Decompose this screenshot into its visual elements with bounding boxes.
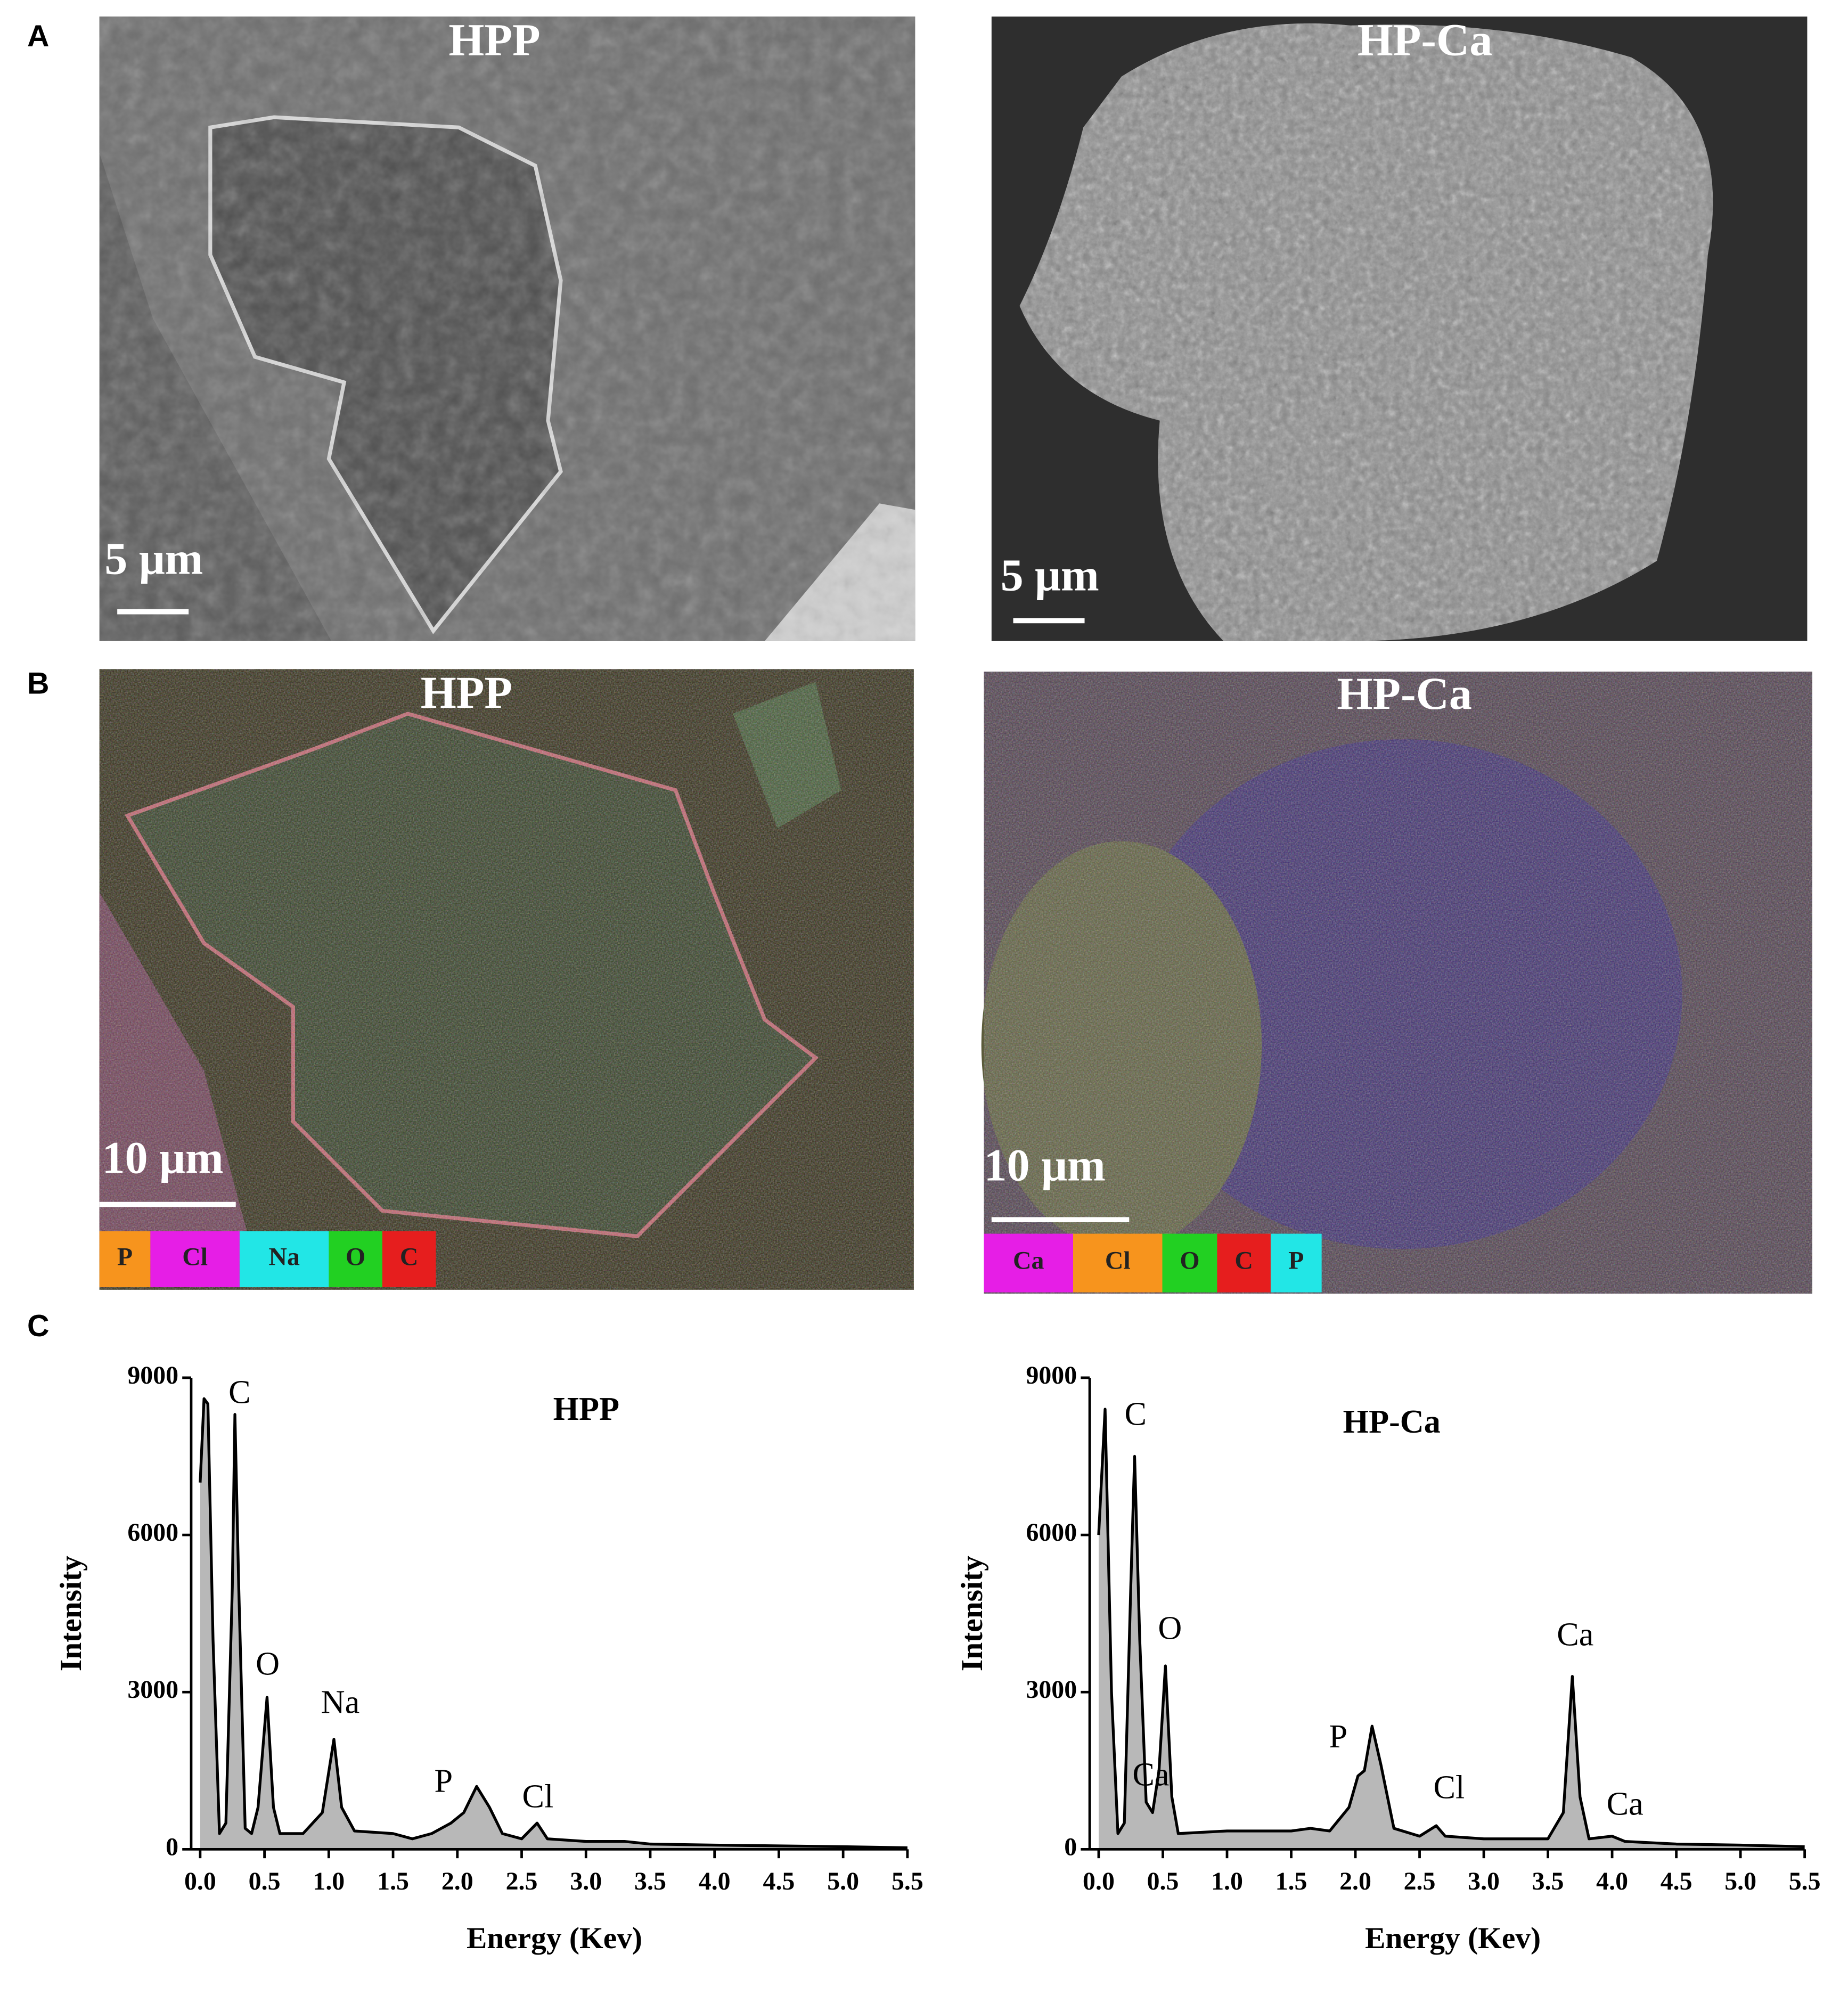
chart-title: HP-Ca xyxy=(1343,1404,1441,1440)
legend-swatch xyxy=(1217,1233,1271,1293)
peak-label: Na xyxy=(321,1684,360,1720)
x-tick-label: 1.5 xyxy=(1275,1867,1307,1895)
legend-label: O xyxy=(346,1242,365,1271)
legend-label: Cl xyxy=(182,1242,208,1271)
legend-swatch xyxy=(1162,1233,1217,1293)
peak-label: Ca xyxy=(1607,1786,1643,1822)
scale-bar-label: 5 μm xyxy=(104,533,203,584)
y-tick-label: 9000 xyxy=(127,1361,178,1389)
image-title: HP-Ca xyxy=(1358,14,1493,66)
x-tick-label: 2.0 xyxy=(441,1867,473,1895)
x-tick-label: 0.0 xyxy=(184,1867,216,1895)
panel-label: B xyxy=(27,667,49,701)
x-tick-label: 1.0 xyxy=(313,1867,345,1895)
y-tick-label: 3000 xyxy=(127,1675,178,1704)
x-tick-label: 3.5 xyxy=(634,1867,666,1895)
legend-swatch xyxy=(150,1231,240,1288)
x-tick-label: 2.5 xyxy=(506,1867,538,1895)
peak-label: Ca xyxy=(1132,1757,1169,1793)
panel-label: A xyxy=(27,19,49,53)
legend-label: P xyxy=(117,1242,133,1271)
y-tick-label: 6000 xyxy=(1026,1518,1077,1547)
y-axis-label: Intensity xyxy=(955,1556,989,1671)
panel-label: C xyxy=(27,1309,49,1343)
x-tick-label: 2.0 xyxy=(1339,1867,1371,1895)
x-tick-label: 5.0 xyxy=(827,1867,859,1895)
legend-label: C xyxy=(1234,1247,1253,1275)
x-tick-label: 3.0 xyxy=(570,1867,602,1895)
legend-label: Ca xyxy=(1013,1247,1044,1275)
legend-swatch xyxy=(329,1231,382,1288)
image-title: HPP xyxy=(448,14,540,66)
scale-bar-label: 10 μm xyxy=(984,1140,1105,1191)
peak-label: O xyxy=(256,1646,280,1682)
eds-map xyxy=(981,672,1812,1294)
x-tick-label: 5.5 xyxy=(1789,1867,1821,1895)
spectrum-line xyxy=(1097,1408,1805,1849)
y-tick-label: 6000 xyxy=(127,1518,178,1547)
x-tick-label: 4.0 xyxy=(699,1867,731,1895)
image-title: HP-Ca xyxy=(1337,668,1472,719)
legend-label: O xyxy=(1180,1247,1199,1275)
x-tick-label: 0.0 xyxy=(1083,1867,1115,1895)
x-tick-label: 5.0 xyxy=(1724,1867,1756,1895)
legend-swatch xyxy=(984,1233,1073,1293)
legend-label: P xyxy=(1288,1247,1304,1275)
sem-image xyxy=(99,17,915,641)
legend-label: Na xyxy=(268,1242,300,1271)
y-tick-label: 3000 xyxy=(1026,1675,1077,1704)
area xyxy=(1098,1409,1805,1850)
sem-image xyxy=(991,17,1808,641)
y-axis-label: Intensity xyxy=(54,1556,88,1671)
legend-label: Cl xyxy=(1105,1247,1131,1275)
y-tick-label: 0 xyxy=(1064,1833,1077,1861)
x-tick-label: 5.5 xyxy=(892,1867,923,1895)
scale-bar-label: 10 μm xyxy=(102,1132,223,1183)
legend-swatch xyxy=(99,1231,151,1288)
spectrum-line xyxy=(199,1397,907,1850)
x-tick-label: 2.5 xyxy=(1404,1867,1436,1895)
y-tick-label: 0 xyxy=(166,1833,178,1861)
legend-swatch xyxy=(239,1231,329,1288)
x-tick-label: 0.5 xyxy=(1147,1867,1179,1895)
peak-label: O xyxy=(1158,1610,1182,1646)
legend-swatch xyxy=(1270,1233,1322,1293)
x-axis-label: Energy (Kev) xyxy=(1365,1922,1541,1955)
x-tick-label: 4.5 xyxy=(1661,1867,1692,1895)
peak-label: P xyxy=(434,1763,453,1800)
eds-map xyxy=(99,669,914,1290)
x-axis-label: Energy (Kev) xyxy=(467,1922,642,1955)
legend-swatch xyxy=(382,1231,436,1288)
image-title: HPP xyxy=(421,667,512,718)
legend-label: C xyxy=(400,1242,419,1271)
peak-label: C xyxy=(228,1375,251,1411)
peak-label: Ca xyxy=(1557,1616,1593,1653)
peak-label: P xyxy=(1329,1719,1347,1755)
x-tick-label: 0.5 xyxy=(249,1867,281,1895)
x-tick-label: 4.0 xyxy=(1596,1867,1628,1895)
area xyxy=(200,1399,907,1850)
peak-label: C xyxy=(1125,1396,1147,1432)
x-tick-label: 3.5 xyxy=(1532,1867,1564,1895)
y-tick-label: 9000 xyxy=(1026,1361,1077,1389)
chart-title: HPP xyxy=(553,1391,619,1427)
x-tick-label: 3.0 xyxy=(1468,1867,1500,1895)
legend-swatch xyxy=(1073,1233,1163,1293)
x-tick-label: 1.0 xyxy=(1211,1867,1243,1895)
peak-label: Cl xyxy=(1434,1770,1465,1806)
x-tick-label: 4.5 xyxy=(763,1867,795,1895)
peak-label: Cl xyxy=(522,1778,553,1814)
x-tick-label: 1.5 xyxy=(377,1867,409,1895)
scale-bar-label: 5 μm xyxy=(1001,550,1099,601)
